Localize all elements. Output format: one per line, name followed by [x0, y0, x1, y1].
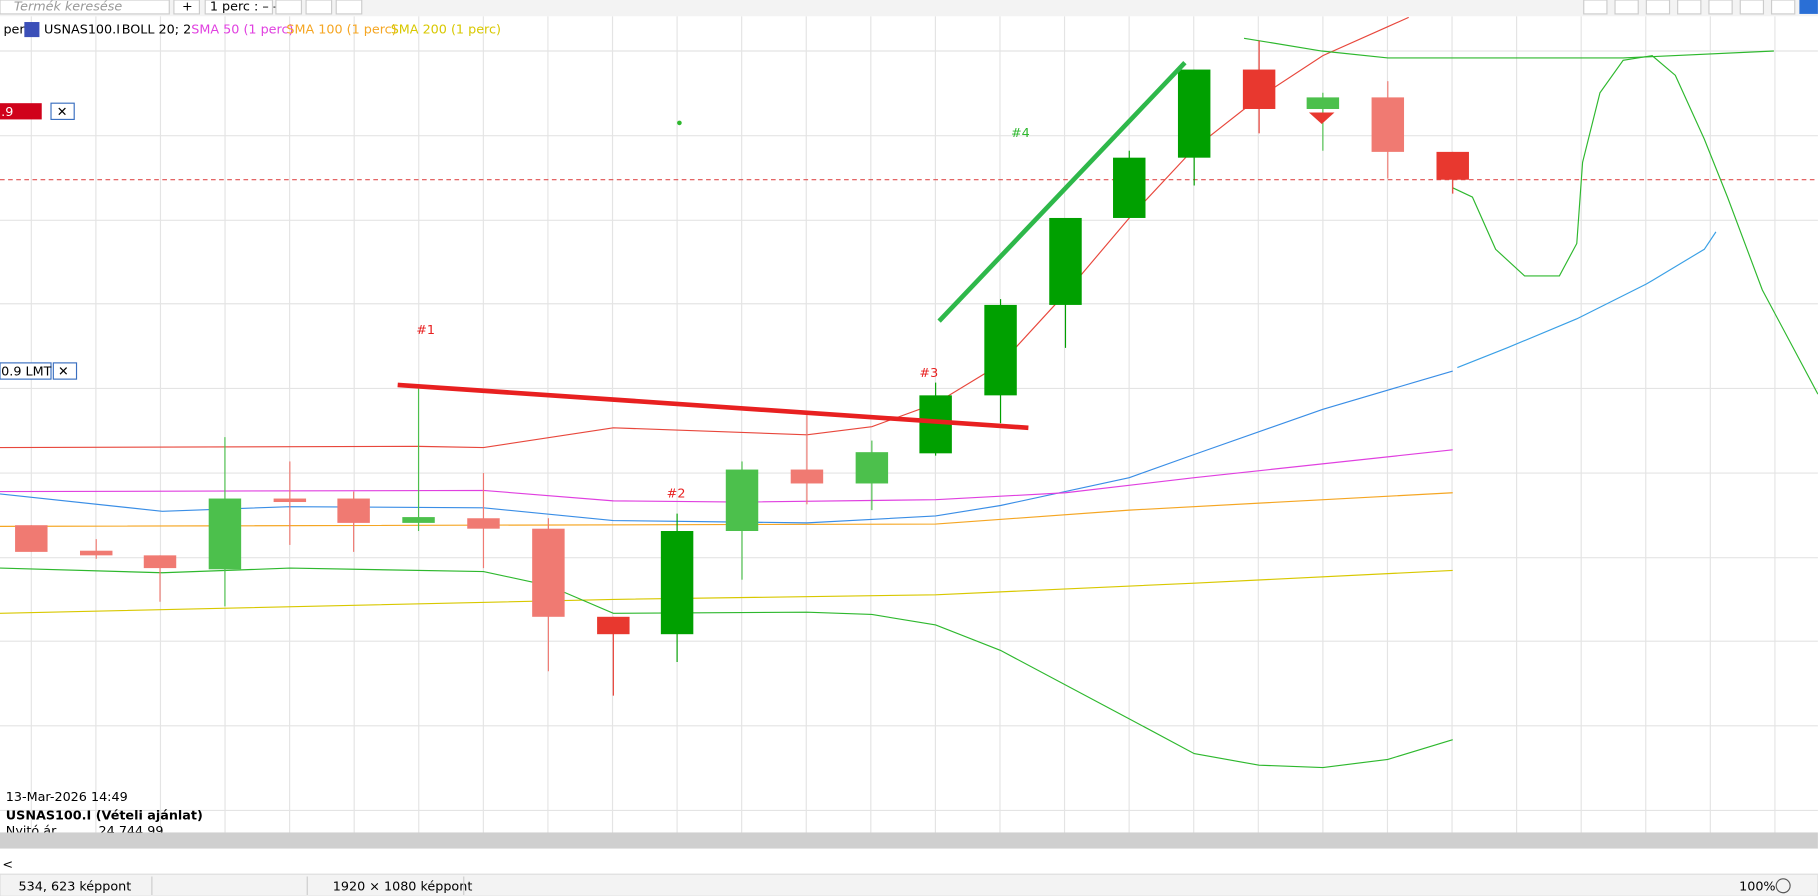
scroll-left[interactable]: < [2, 857, 13, 872]
candle [855, 452, 889, 484]
candle [790, 469, 824, 484]
toolbar [0, 0, 1818, 17]
candle [1177, 69, 1211, 158]
candle [143, 555, 177, 569]
legend-boll: BOLL 20; 2 [122, 23, 192, 38]
close-icon: ✕ [57, 105, 68, 120]
limit-order[interactable] [0, 362, 52, 380]
candle [532, 528, 565, 617]
close-icon: ✕ [58, 365, 69, 380]
tool[interactable] [1583, 0, 1608, 15]
limit-label: 0.9 LMT [1, 365, 51, 380]
candle [337, 498, 370, 523]
close-order[interactable] [50, 102, 75, 120]
trendline [937, 61, 1187, 323]
tool[interactable] [1739, 0, 1765, 15]
candle [1049, 217, 1082, 305]
legend-sma100: SMA 100 (1 perc) [286, 23, 396, 38]
tool[interactable] [1645, 0, 1671, 15]
candle [208, 498, 242, 570]
candle [1306, 97, 1340, 109]
candle [984, 304, 1017, 396]
marker [1308, 112, 1335, 125]
boll-lower [0, 567, 1453, 769]
tool[interactable] [1677, 0, 1702, 15]
stop-label: .9 [1, 105, 13, 120]
candle [15, 525, 48, 552]
candle [597, 616, 630, 635]
search-placeholder: Termék keresése [14, 0, 122, 14]
boll-middle [0, 370, 1453, 524]
info-datetime: 13-Mar-2026 14:49 [6, 790, 128, 805]
candle [273, 498, 307, 503]
trendline [397, 382, 1029, 431]
legend-symbol: USNAS100.I [44, 23, 120, 38]
legend-sma200: SMA 200 (1 perc) [391, 23, 501, 38]
candle [467, 518, 500, 529]
candles [15, 40, 1469, 696]
candle [1371, 97, 1405, 152]
interval-label: 1 perc : – – [210, 0, 279, 14]
info-instrument: USNAS100.I (Vételi ajánlat) [6, 809, 203, 824]
annotation: #1 [416, 323, 435, 338]
scroll-area [0, 848, 1818, 875]
interval-button[interactable] [204, 0, 274, 15]
boll-middle-proj [1457, 231, 1717, 369]
candle [79, 550, 113, 556]
tool[interactable] [1770, 0, 1796, 15]
annotation: #3 [919, 366, 938, 381]
tool[interactable] [1614, 0, 1639, 15]
legend-sma50: SMA 50 (1 perc) [191, 23, 293, 38]
candle [1242, 69, 1276, 109]
tool[interactable] [1708, 0, 1733, 15]
status-zoom: 100% [1739, 879, 1775, 894]
drawing [1452, 55, 1818, 395]
status-cursor: 534, 623 képpont [19, 879, 132, 894]
status-size: 1920 × 1080 képpont [333, 879, 473, 894]
sma200 [0, 569, 1453, 614]
annotation: #4 [1011, 126, 1030, 141]
annotation: #2 [667, 486, 686, 501]
add-label: + [182, 0, 193, 14]
candle [1113, 157, 1146, 218]
toolbar-buttons [275, 0, 1796, 15]
zoom-out[interactable] [1775, 878, 1791, 894]
candle [402, 517, 435, 523]
tools[interactable] [335, 0, 363, 15]
refresh[interactable] [275, 0, 303, 15]
sma50 [0, 449, 1453, 503]
scrollbar[interactable] [0, 832, 1818, 849]
candle [660, 531, 694, 635]
grid [0, 16, 1818, 833]
dot [677, 120, 682, 126]
close-order[interactable] [52, 362, 78, 380]
add-button[interactable] [173, 0, 200, 15]
indicators [0, 16, 1818, 769]
stop-order[interactable] [0, 103, 42, 120]
search-box[interactable] [0, 0, 170, 15]
drawing [1243, 37, 1774, 59]
active-tool[interactable] [1799, 0, 1818, 14]
status-bar [0, 873, 1818, 896]
layout[interactable] [305, 0, 333, 15]
flag [24, 22, 40, 38]
candle [1436, 151, 1469, 180]
candle [725, 469, 759, 532]
